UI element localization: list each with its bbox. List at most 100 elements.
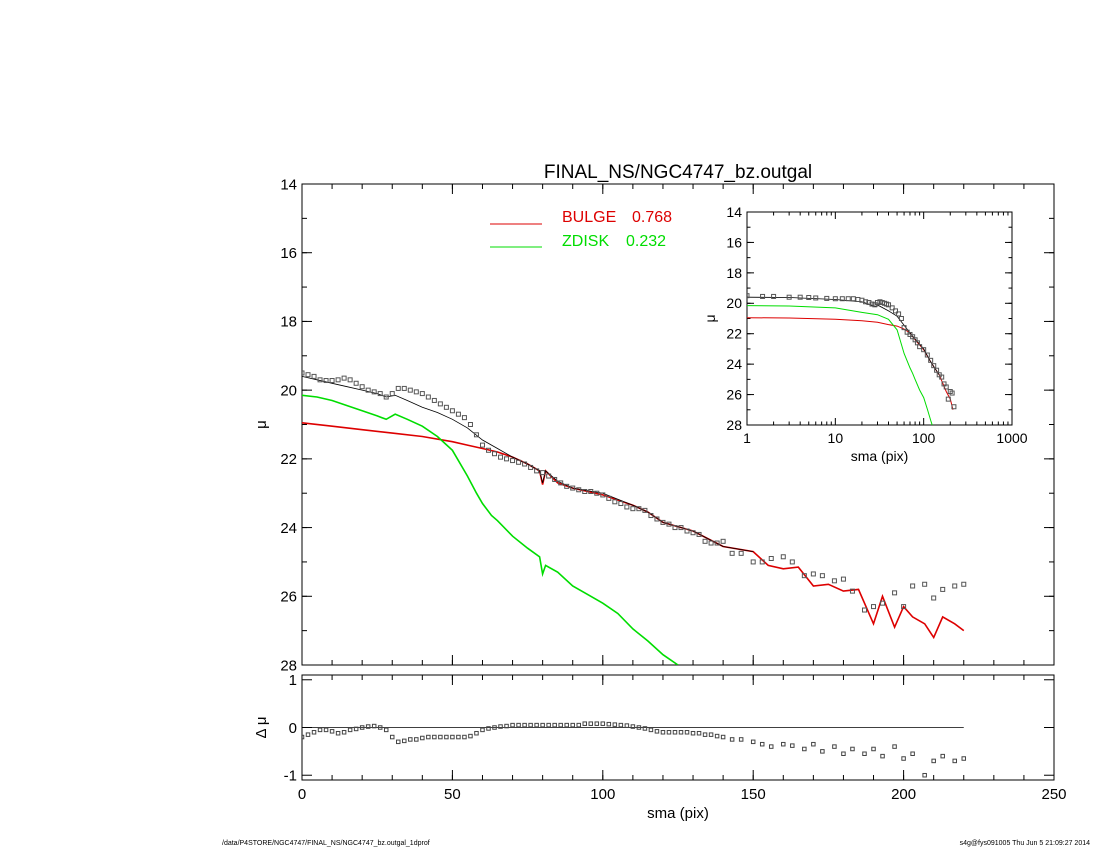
data-point-residual [311,730,317,735]
data-point-main [407,387,413,393]
data-point-inset [889,305,895,311]
data-point-main [582,488,588,494]
data-point-inset [813,295,819,301]
data-point-main [335,377,341,383]
data-point-main [353,380,359,386]
data-point-residual [335,730,341,736]
x-tick-label-inset: 1000 [996,430,1027,446]
legend-name-bulge: BULGE [562,209,616,226]
data-point-inset [893,308,899,314]
data-point-inset [855,296,861,302]
data-point-residual [940,753,945,759]
data-point-main [910,583,916,589]
data-point-residual [660,730,666,735]
data-point-residual [630,724,636,729]
y-tick-label-main: 28 [280,657,297,674]
data-point-main [624,504,630,510]
data-point-inset [896,311,902,317]
data-point-residual [347,727,353,733]
data-point-residual [371,723,377,729]
data-point-main [552,476,558,482]
data-point-residual [528,722,533,728]
data-point-residual [486,726,491,731]
data-point-main [431,397,437,403]
x-axis-label-residual: sma (pix) [647,805,709,822]
panel-inset: 1 10 100 1000 14 16 18 20 22 24 26 28 μ sma (pix) [702,204,1028,464]
y-tick-label-main: 14 [280,176,297,193]
y-tick-label-residual: 1 [289,672,297,689]
data-point-inset [949,390,955,396]
data-point-residual [329,729,335,734]
y-tick-label-inset: 22 [726,326,742,342]
data-point-main [819,573,825,579]
data-point-inset [886,302,892,308]
data-point-main [861,607,867,613]
data-point-main [759,559,765,565]
data-point-main [467,422,473,427]
data-point-main [931,595,937,601]
data-point-main [690,530,696,536]
data-point-residual [841,751,846,756]
data-point-main [443,404,449,410]
x-tick-label-inset: 1 [743,430,751,446]
data-point-residual [871,746,876,752]
data-point-residual [546,722,551,728]
data-point-residual [570,722,575,728]
data-point-residual [468,733,473,739]
data-point-residual [558,722,563,728]
data-point-main [546,473,552,479]
data-point-main [522,461,528,467]
data-point-residual [510,722,515,728]
data-point-residual [802,746,807,752]
data-point-main [600,492,606,498]
data-point-residual [516,722,521,728]
data-point-main [413,389,419,395]
data-point-main [849,588,855,594]
y-tick-label-residual: 0 [289,720,297,737]
data-point-residual [612,722,618,727]
plot-frame-inset [746,211,1013,426]
data-point-main [702,538,708,544]
data-point-residual [552,722,557,728]
data-point-residual [729,737,735,742]
data-point-main [630,506,636,512]
data-point-inset [832,296,838,302]
data-point-residual [606,721,612,727]
data-point-residual [504,723,509,729]
plot-area-main [302,370,967,665]
data-point-residual [420,735,425,741]
data-point-residual [576,722,581,728]
y-tick-label-main: 24 [280,520,297,537]
x-tick-label-inset: 10 [828,430,844,446]
data-point-main [720,538,726,544]
data-point-inset [898,316,904,321]
data-point-main [648,513,654,519]
data-point-residual [522,722,527,728]
data-point-residual [365,724,371,729]
data-point-inset [747,293,750,299]
data-point-main [329,378,335,384]
data-point-inset [921,347,927,353]
data-point-main [479,442,485,448]
footer-timestamp: s4g@fys091005 Thu Jun 5 21:09:27 2014 [959,840,1090,847]
data-point-inset [939,374,945,380]
data-point-main [588,488,594,494]
data-point-residual [892,744,897,749]
data-point-main [940,586,946,592]
data-point-main [323,378,329,384]
data-point-residual [323,727,329,733]
data-point-main [341,375,347,381]
data-point-main [540,470,546,476]
data-point-residual [961,756,967,761]
data-point-main [437,401,443,407]
data-point-main [425,394,431,400]
data-point-residual [438,734,443,740]
data-point-main [654,516,660,522]
data-point-inset [863,299,869,305]
data-point-main [305,372,311,378]
data-point-residual [684,730,690,735]
data-point-main [311,373,317,379]
data-point-main [714,540,720,546]
data-point-main [564,483,570,489]
data-point-residual [396,739,401,745]
